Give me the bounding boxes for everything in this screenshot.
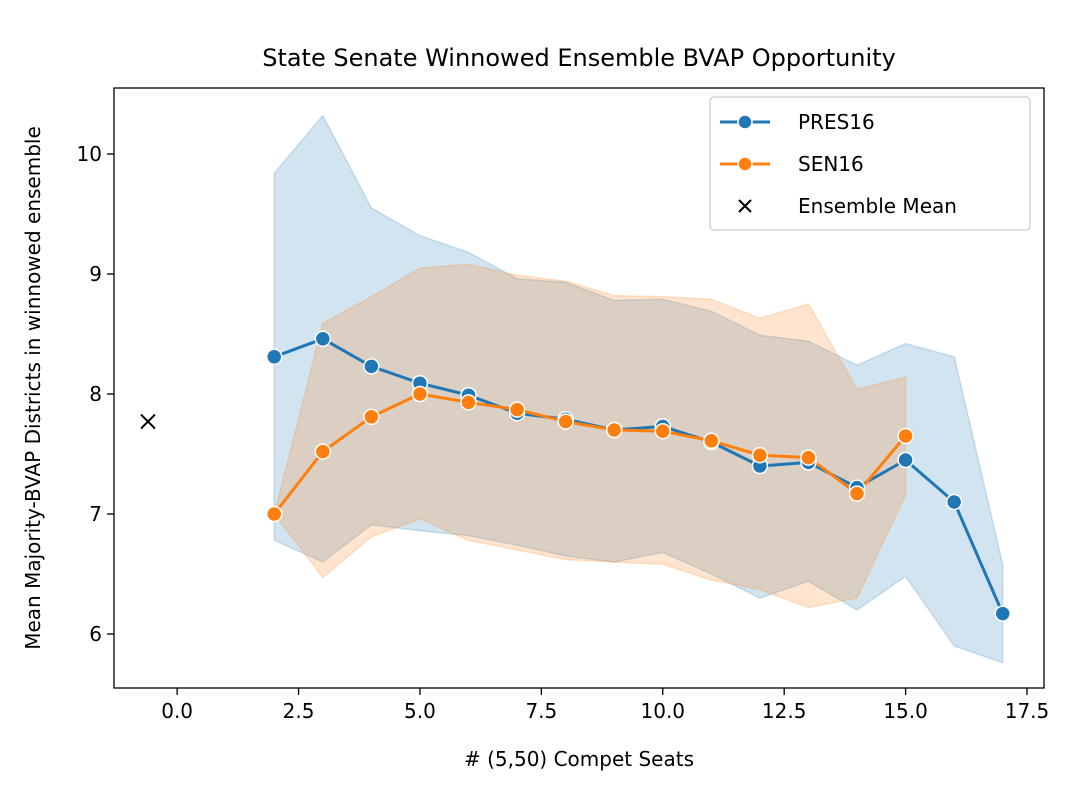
point-ensemble-mean [140,413,156,430]
point-sen16 [800,449,817,466]
y-tick-label: 9 [89,262,102,286]
legend-swatch-marker [738,199,752,213]
y-axis-ticks: 6 7 8 9 10 [77,142,114,646]
point-pres16 [994,605,1011,622]
point-sen16 [605,421,623,439]
y-tick-label: 8 [89,382,102,406]
x-axis-ticks: 0.0 2.5 5.0 7.5 10.0 12.5 15.0 17.5 [161,688,1049,723]
point-sen16 [654,422,672,440]
point-sen16 [460,394,477,411]
x-tick-label: 0.0 [161,699,193,723]
legend: PRES16 SEN16 Ensemble Mean [709,96,1031,231]
y-tick-label: 6 [89,622,102,646]
legend-swatch-marker [737,156,753,172]
legend-item-pres16: PRES16 [720,110,875,134]
chart-title: State Senate Winnowed Ensemble BVAP Oppo… [262,44,896,72]
point-sen16 [266,505,283,523]
point-sen16 [508,401,526,418]
point-pres16 [266,348,283,366]
point-pres16 [314,330,332,348]
point-sen16 [751,446,769,464]
point-sen16 [848,485,866,502]
line-pres16 [273,337,1005,615]
point-sen16 [314,443,332,460]
plot-frame [113,87,1045,689]
legend-label: SEN16 [798,152,864,176]
band-pres16 [273,114,1004,664]
legend-frame [709,96,1031,231]
x-tick-label: 2.5 [283,699,315,723]
legend-item-sen16: SEN16 [720,152,864,176]
legend-items: PRES16 SEN16 Ensemble Mean [720,110,957,218]
point-sen16 [411,385,429,403]
point-sen16 [557,413,574,430]
series-markers [140,330,1011,622]
x-tick-label: 5.0 [404,699,436,723]
point-sen16 [703,432,720,450]
x-axis-label: # (5,50) Compet Seats [464,747,694,771]
x-tick-label: 17.5 [1005,699,1050,723]
x-tick-label: 10.0 [641,699,686,723]
legend-label: PRES16 [798,110,875,134]
x-tick-label: 15.0 [883,699,928,723]
legend-swatch-marker [737,114,753,130]
legend-item-ensemble-mean: Ensemble Mean [738,194,957,218]
y-tick-label: 7 [89,502,102,526]
y-tick-label: 10 [77,142,102,166]
x-tick-label: 7.5 [525,699,557,723]
point-pres16 [897,451,914,469]
y-axis-label: Mean Majority-BVAP Districts in winnowed… [21,126,45,650]
point-pres16 [945,493,963,511]
legend-label: Ensemble Mean [798,194,957,218]
x-tick-label: 12.5 [762,699,807,723]
point-sen16 [363,408,380,426]
point-pres16 [363,358,380,375]
point-sen16 [897,427,914,445]
confidence-bands [273,114,1004,664]
